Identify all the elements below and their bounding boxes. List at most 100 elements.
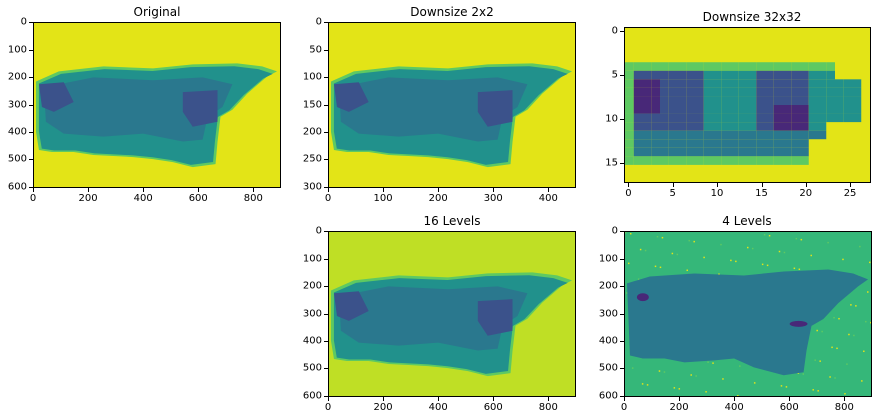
x-tick-label: 0 bbox=[324, 193, 332, 204]
y-tick-label: 300 bbox=[598, 308, 618, 319]
y-tick-mark bbox=[324, 187, 328, 188]
x-tick-label: 400 bbox=[428, 402, 448, 413]
y-tick-mark bbox=[29, 159, 33, 161]
y-tick-label: 200 bbox=[598, 280, 618, 292]
x-tick-mark bbox=[624, 397, 625, 401]
x-tick-mark bbox=[493, 188, 495, 192]
x-tick-mark bbox=[548, 188, 550, 192]
x-tick-label: 25 bbox=[843, 188, 857, 199]
x-tick-mark bbox=[328, 397, 329, 401]
x-tick-mark bbox=[548, 397, 550, 401]
panel-title: Original bbox=[133, 5, 181, 19]
x-tick-mark bbox=[844, 397, 846, 401]
image-4-levels bbox=[624, 231, 872, 397]
y-tick-mark bbox=[324, 231, 328, 232]
y-tick-mark bbox=[620, 231, 624, 232]
x-tick-mark bbox=[33, 188, 34, 192]
y-tick-mark bbox=[29, 49, 33, 51]
y-tick-mark bbox=[29, 76, 33, 78]
y-tick-label: 300 bbox=[302, 181, 322, 193]
y-tick-label: 0 bbox=[315, 16, 322, 28]
y-tick-mark bbox=[324, 49, 328, 51]
x-tick-label: 0 bbox=[625, 188, 632, 199]
panel-title: Downsize 32x32 bbox=[702, 10, 802, 24]
y-tick-label: 150 bbox=[302, 99, 322, 110]
y-tick-mark bbox=[324, 76, 328, 78]
y-tick-mark bbox=[620, 396, 624, 397]
x-tick-mark bbox=[628, 183, 630, 187]
x-tick-mark bbox=[734, 397, 736, 401]
y-tick-mark bbox=[29, 104, 33, 106]
panel-title: Downsize 2x2 bbox=[410, 5, 494, 19]
y-tick-label: 600 bbox=[7, 181, 27, 193]
x-tick-label: 10 bbox=[710, 188, 724, 199]
y-tick-mark bbox=[324, 341, 328, 343]
y-tick-label: 0 bbox=[611, 25, 618, 37]
x-tick-mark bbox=[383, 188, 385, 192]
y-tick-mark bbox=[29, 22, 33, 23]
x-tick-mark bbox=[672, 183, 674, 187]
x-tick-label: 800 bbox=[538, 402, 558, 413]
x-tick-mark bbox=[383, 397, 385, 401]
x-tick-mark bbox=[493, 397, 495, 401]
y-tick-label: 15 bbox=[605, 157, 618, 169]
y-tick-label: 300 bbox=[7, 99, 27, 110]
y-tick-mark bbox=[324, 159, 328, 161]
y-tick-label: 300 bbox=[302, 308, 322, 319]
y-tick-label: 50 bbox=[309, 44, 322, 56]
y-tick-label: 200 bbox=[302, 280, 322, 292]
x-tick-mark bbox=[438, 397, 440, 401]
x-tick-label: 0 bbox=[620, 402, 628, 413]
y-tick-mark bbox=[324, 22, 328, 23]
y-tick-label: 500 bbox=[598, 362, 618, 374]
x-tick-mark bbox=[716, 183, 718, 187]
x-tick-mark bbox=[789, 397, 791, 401]
x-tick-label: 600 bbox=[483, 402, 503, 413]
panel-title: 4 Levels bbox=[722, 214, 772, 228]
x-tick-label: 0 bbox=[29, 193, 37, 204]
x-tick-label: 200 bbox=[373, 402, 393, 413]
image-original bbox=[33, 22, 281, 188]
x-tick-mark bbox=[438, 188, 440, 192]
y-tick-label: 5 bbox=[611, 69, 618, 81]
x-tick-label: 200 bbox=[428, 193, 448, 204]
x-tick-mark bbox=[198, 188, 200, 192]
y-tick-label: 500 bbox=[7, 153, 27, 165]
y-tick-mark bbox=[620, 119, 624, 121]
y-tick-mark bbox=[324, 132, 328, 134]
x-tick-label: 800 bbox=[834, 402, 854, 413]
x-tick-label: 100 bbox=[373, 193, 393, 204]
y-tick-label: 0 bbox=[611, 225, 618, 237]
y-tick-label: 400 bbox=[302, 335, 322, 347]
x-tick-mark bbox=[761, 183, 763, 187]
x-tick-mark bbox=[253, 188, 255, 192]
y-tick-mark bbox=[324, 368, 328, 370]
panel-title: 16 Levels bbox=[423, 214, 481, 228]
y-tick-label: 100 bbox=[598, 253, 618, 265]
x-tick-label: 200 bbox=[669, 402, 689, 413]
x-tick-label: 0 bbox=[324, 402, 332, 413]
x-tick-label: 200 bbox=[78, 193, 98, 204]
y-tick-mark bbox=[620, 285, 624, 287]
y-tick-mark bbox=[620, 31, 624, 33]
x-tick-mark bbox=[328, 188, 329, 192]
x-tick-mark bbox=[679, 397, 681, 401]
y-tick-label: 600 bbox=[598, 390, 618, 402]
x-tick-label: 400 bbox=[133, 193, 153, 204]
x-tick-label: 20 bbox=[799, 188, 813, 199]
x-tick-mark bbox=[805, 183, 807, 187]
y-tick-label: 100 bbox=[302, 253, 322, 265]
y-tick-mark bbox=[620, 75, 624, 77]
y-tick-label: 100 bbox=[302, 71, 322, 83]
y-tick-mark bbox=[29, 132, 33, 134]
x-tick-mark bbox=[143, 188, 145, 192]
x-tick-label: 600 bbox=[188, 193, 208, 204]
image-downsize-2x2 bbox=[328, 22, 576, 188]
y-tick-label: 250 bbox=[302, 153, 322, 165]
y-tick-label: 0 bbox=[20, 16, 27, 28]
y-tick-label: 100 bbox=[7, 44, 27, 56]
y-tick-label: 400 bbox=[7, 126, 27, 138]
y-tick-label: 600 bbox=[302, 390, 322, 402]
x-tick-label: 800 bbox=[243, 193, 263, 204]
y-tick-mark bbox=[324, 104, 328, 106]
